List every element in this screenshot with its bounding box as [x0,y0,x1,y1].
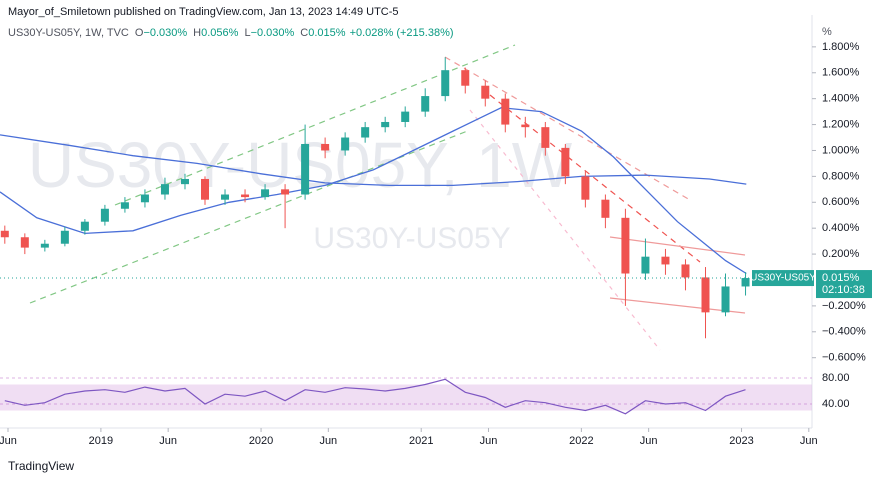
watermark: US30Y-US05Y, 1W [28,129,573,201]
candle-body [140,194,149,203]
y-tick-label: −0.600% [822,352,866,364]
candle-body [160,184,169,195]
x-tick-label: Jun [800,435,818,447]
x-tick-label: Jun [640,435,658,447]
x-tick-label: 2023 [729,435,753,447]
candle-body [581,176,590,200]
y-tick-label: −0.400% [822,326,866,338]
y-tick-label: 0.200% [822,248,860,260]
ohlc-value: 0.056% [201,27,239,39]
candle-body [601,199,610,218]
candle-body [100,208,109,222]
candle-body [681,264,690,278]
price-tag [816,270,872,299]
symbol-line: US30Y-US05Y, 1W, TVC O−0.030% H0.056% L−0.0… [8,27,454,39]
candle-body [301,143,310,195]
unit: % [822,26,832,38]
candle-body [561,147,570,177]
y-tick-label: 1.600% [822,67,860,79]
rsi-tick-label: 80.00 [822,372,850,384]
ohlc-key: H [193,27,201,39]
candle-body [461,70,470,86]
candle-body [180,178,189,185]
trend-line [444,56,691,201]
candle-body [241,194,250,198]
channel-line [609,236,746,256]
candle-body [641,256,650,274]
ohlc-value: 0.015% [308,27,346,39]
candle-body [341,137,350,151]
trend-line [469,109,661,351]
x-tick-label: 2022 [569,435,593,447]
candle-body [521,124,530,128]
y-tick-label: 1.400% [822,93,860,105]
candle-body [381,121,390,128]
y-tick-label: 1.800% [822,41,860,53]
candle-body [501,98,510,125]
footer: TradingView [8,459,74,473]
candle-body [701,277,710,313]
candle-body [621,217,630,274]
candle-body [361,127,370,138]
candle-body [201,178,210,200]
candle-body [0,230,9,238]
candle-body [60,230,69,244]
candle-body [40,243,49,248]
candle-body [120,202,129,209]
y-tick-label: 0.600% [822,196,860,208]
candle-body [481,85,490,99]
x-tick-label: Jun [480,435,498,447]
ohlc-value: −0.030% [251,27,295,39]
candle-body [401,111,410,122]
moving-average [0,107,747,275]
y-tick-label: 0.400% [822,222,860,234]
candle-body [281,189,290,195]
published: Mayor_of_Smiletown published on TradingV… [8,6,399,18]
drawings [29,44,746,351]
x-tick-label: Jun [0,435,17,447]
y-tick-label: 1.000% [822,144,860,156]
trend-line [114,44,516,206]
candle-body [421,96,430,112]
candle-body [661,256,670,265]
x-tick-label: Jun [159,435,177,447]
watermark-small: US30Y-US05Y [313,222,510,255]
ohlc-key: L [244,27,250,39]
candle-body [221,194,230,200]
candle-body [261,189,270,198]
change: +0.028% (+215.38%) [350,27,454,39]
candle-body [321,143,330,151]
trend-line [29,129,471,304]
ohlc-value: −0.030% [143,27,187,39]
x-tick-label: 2021 [409,435,433,447]
candle-body [80,221,89,231]
candle-body [741,278,750,287]
x-tick-label: 2020 [249,435,273,447]
moving-average [0,134,747,187]
y-tick-label: 1.200% [822,118,860,130]
candle-body [20,237,29,248]
rsi-tick-label: 40.00 [822,398,850,410]
price-tag-countdown: 02:10:38 [822,284,865,296]
price-tag-value: 0.015% [822,272,860,284]
ohlc-key: O [135,27,144,39]
candle-body [721,286,730,313]
symbol-tag-label: US30Y-US05Y [750,273,816,284]
y-tick-label: 0.800% [822,170,860,182]
ohlc-key: C [300,27,308,39]
candle-body [441,70,450,97]
x-tick-label: Jun [319,435,337,447]
rsi-line [4,378,746,415]
x-tick-label: 2019 [89,435,113,447]
candle-body [541,127,550,148]
y-tick-label: −0.200% [822,300,866,312]
symbol-tag [752,270,814,287]
